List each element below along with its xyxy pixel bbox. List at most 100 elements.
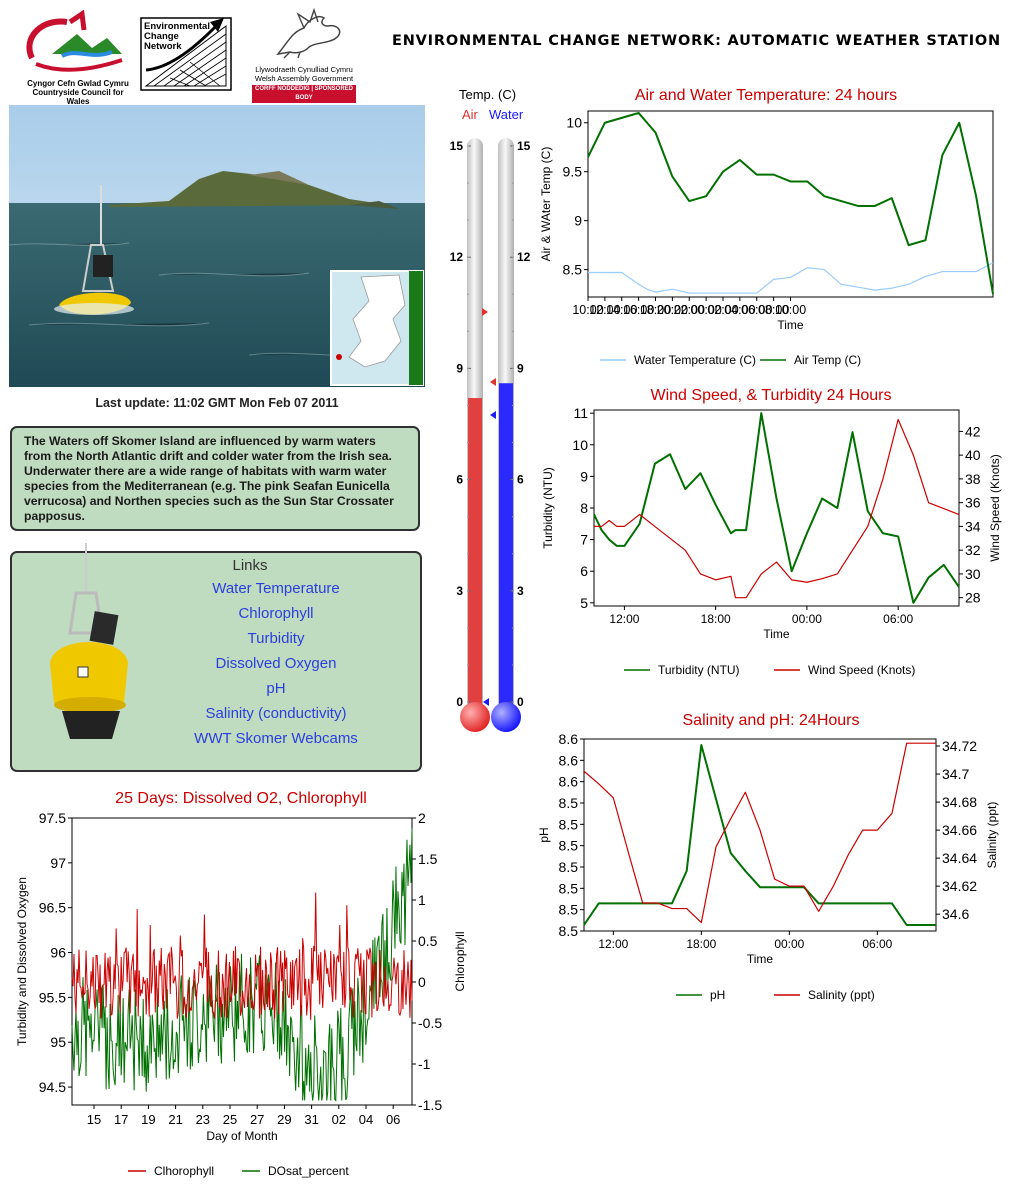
x-tick-label: 29 [277, 1112, 291, 1127]
y2-tick-label: 42 [965, 423, 981, 439]
link-dissolved-oxygen[interactable]: Dissolved Oxygen [215, 655, 337, 672]
water-scale-tick: 12 [517, 250, 531, 264]
y-axis-title: Turbidity (NTU) [541, 467, 555, 549]
air-scale-tick: 3 [456, 584, 463, 598]
water-scale-tick: 6 [517, 473, 524, 487]
x-tick-label: 12:00 [589, 303, 620, 317]
y-tick-label: 9 [574, 213, 582, 229]
y-tick-label: 10 [566, 115, 582, 131]
legend-label: Clhorophyll [154, 1164, 214, 1178]
x-axis-title: Day of Month [206, 1129, 277, 1143]
x-tick-label: 18:00 [686, 937, 716, 951]
y-tick-label: 9.5 [563, 164, 583, 180]
link-chlorophyll[interactable]: Chlorophyll [238, 605, 314, 622]
legend-label: DOsat_percent [268, 1164, 349, 1178]
y-tick-label: 96.5 [39, 900, 66, 916]
water-scale-tick: 3 [517, 584, 524, 598]
y2-tick-label: -1 [418, 1056, 431, 1072]
y-tick-label: 97.5 [39, 810, 66, 826]
x-tick-label: 02:00 [707, 303, 738, 317]
x-tick-label: 04 [359, 1112, 373, 1127]
x-tick-label: 00:00 [690, 303, 721, 317]
y2-tick-label: 0.5 [418, 933, 438, 949]
x-tick-label: 19 [141, 1112, 155, 1127]
dissolved-o2-chlorophyll-chart: 97.5 97 96.5 96 95.5 95 94.5 2 1.5 1 0.5 0 -0.5 -1 -1.… [15, 810, 467, 1178]
last-update-text: Last update: 11:02 GMT Mon Feb 07 2011 [95, 396, 339, 410]
x-tick-label: 06:00 [741, 303, 772, 317]
x-tick-label: 12:00 [598, 937, 628, 951]
legend-label: Wind Speed (Knots) [808, 663, 915, 677]
y2-tick-label: 0 [418, 974, 426, 990]
link-water-temperature[interactable]: Water Temperature [212, 580, 340, 597]
y2-axis-title: Wind Speed (Knots) [988, 454, 1002, 561]
y2-tick-label: 34.6 [942, 906, 969, 922]
links-title: Links [232, 557, 268, 574]
y2-tick-label: 1 [418, 892, 426, 908]
y-tick-label: 8.6 [559, 731, 579, 747]
chart2-title: Wind Speed, & Turbidity 24 Hours [650, 387, 892, 404]
x-axis-title: Time [747, 952, 774, 966]
y2-tick-label: -0.5 [418, 1015, 442, 1031]
ecn-logo-line1: Environmental [144, 21, 210, 32]
ecn-logo-mark [140, 17, 232, 91]
x-tick-label: 25 [223, 1112, 237, 1127]
links-panel: Links Water Temperature Chlorophyll Turb… [10, 543, 422, 772]
ccw-logo-mark [26, 9, 123, 72]
water-scale-tick: 9 [517, 361, 524, 375]
y2-tick-label: 34 [965, 518, 981, 534]
water-level-bar [499, 383, 513, 712]
ccw-logo: Cyngor Cefn Gwlad Cymru Countryside Coun… [22, 8, 134, 106]
y2-tick-label: 38 [965, 471, 981, 487]
y-axis-title: Air & WAter Temp (C) [539, 147, 553, 262]
link-ph[interactable]: pH [266, 680, 286, 697]
y-tick-label: 8 [580, 500, 588, 516]
y-tick-label: 8.5 [559, 923, 579, 939]
series-line-dosat [71, 828, 413, 1102]
y-tick-label: 8.5 [559, 795, 579, 811]
legend-label: Turbidity (NTU) [658, 663, 740, 677]
chart1-title: Air and Water Temperature: 24 hours [634, 87, 898, 104]
air-water-temperature-chart: 109.598.510:0012:0014:0016:0018:0020:002… [539, 110, 994, 367]
y2-tick-label: 32 [965, 542, 981, 558]
info-text: The Waters off Skomer Island are influen… [24, 434, 394, 523]
page-title: ENVIRONMENTAL CHANGE NETWORK: AUTOMATIC … [392, 33, 1001, 49]
link-salinity[interactable]: Salinity (conductivity) [205, 705, 347, 722]
x-tick-label: 23 [196, 1112, 210, 1127]
y-tick-label: 96 [50, 945, 66, 961]
y-tick-label: 8.5 [559, 816, 579, 832]
x-tick-label: 27 [250, 1112, 264, 1127]
y2-tick-label: 36 [965, 495, 981, 511]
y-tick-label: 10 [572, 437, 588, 453]
y2-tick-label: 34.64 [942, 850, 977, 866]
y-tick-label: 8.5 [563, 262, 583, 278]
x-axis-title: Time [763, 627, 790, 641]
water-bulb [491, 702, 521, 732]
y-tick-label: 6 [580, 563, 588, 579]
link-skomer-webcams[interactable]: WWT Skomer Webcams [194, 730, 358, 747]
y-tick-label: 9 [580, 468, 588, 484]
air-scale-tick: 12 [450, 250, 464, 264]
air-scale-tick: 9 [456, 361, 463, 375]
y2-tick-label: 34.68 [942, 794, 977, 810]
series-line [588, 262, 994, 294]
y-tick-label: 8.6 [559, 774, 579, 790]
x-tick-label: 31 [304, 1112, 318, 1127]
y-tick-label: 95.5 [39, 989, 66, 1005]
ecn-logo-line3: Network [144, 41, 182, 52]
legend-label: Air Temp (C) [794, 353, 861, 367]
x-tick-label: 10:00 [775, 303, 806, 317]
x-tick-label: 04:00 [724, 303, 755, 317]
x-tick-label: 17 [114, 1112, 128, 1127]
water-scale-tick: 15 [517, 139, 531, 153]
y2-tick-label: 2 [418, 810, 426, 826]
y-tick-label: 8.5 [559, 838, 579, 854]
y-tick-label: 8.5 [559, 902, 579, 918]
water-min-marker [490, 411, 496, 419]
y2-tick-label: 30 [965, 566, 981, 582]
wag-logo-line2: Welsh Assembly Government [254, 74, 354, 83]
link-turbidity[interactable]: Turbidity [247, 630, 305, 647]
x-tick-label: 06:00 [883, 612, 913, 626]
series-line [583, 742, 936, 924]
y2-axis-title: Chlorophyll [453, 931, 467, 991]
wag-logo-line1: Llywodraeth Cynulliad Cymru [255, 65, 353, 74]
